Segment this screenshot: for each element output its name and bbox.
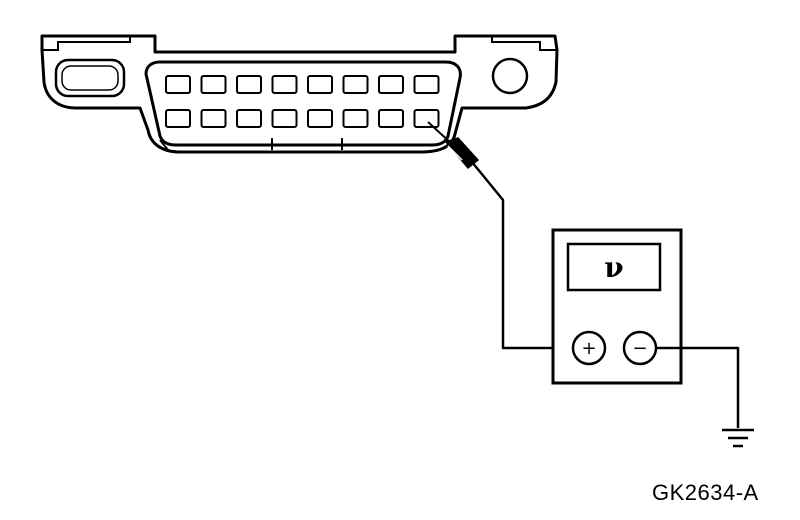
voltmeter: ν + − [551,228,683,385]
connector-pin [413,75,440,94]
connector-pin [165,75,191,94]
connector-lower-lip [159,139,169,151]
ground-lead-wire [656,346,740,428]
right-mounting-hole [491,57,529,95]
connector-pin [378,109,404,128]
connector-pin [200,75,227,94]
connector-pins-bottom-row [165,109,440,128]
connector-pin [342,75,369,94]
positive-lead-wire [471,161,572,350]
connector-pin [165,109,191,128]
voltmeter-display-symbol: ν [604,251,623,284]
dlc-connector [40,34,559,154]
left-mounting-slot [54,58,126,98]
negative-terminal-label: − [632,338,647,359]
connector-pin [342,109,369,128]
connector-socket [144,60,462,147]
ground-icon [722,428,754,448]
connector-pin [378,75,404,94]
connector-pins-top-row [165,75,440,94]
connector-pin [200,109,227,128]
positive-terminal-label: + [581,338,596,359]
positive-terminal [571,330,607,366]
voltmeter-display [566,242,662,292]
test-probe [427,121,480,170]
connector-pin [307,75,333,94]
connector-pin [271,109,298,128]
connector-pin [413,109,440,128]
connector-pin [236,75,262,94]
figure-id-label: GK2634-A [652,480,759,505]
connector-pin [271,75,298,94]
connector-pin [236,109,262,128]
connector-pin [307,109,333,128]
